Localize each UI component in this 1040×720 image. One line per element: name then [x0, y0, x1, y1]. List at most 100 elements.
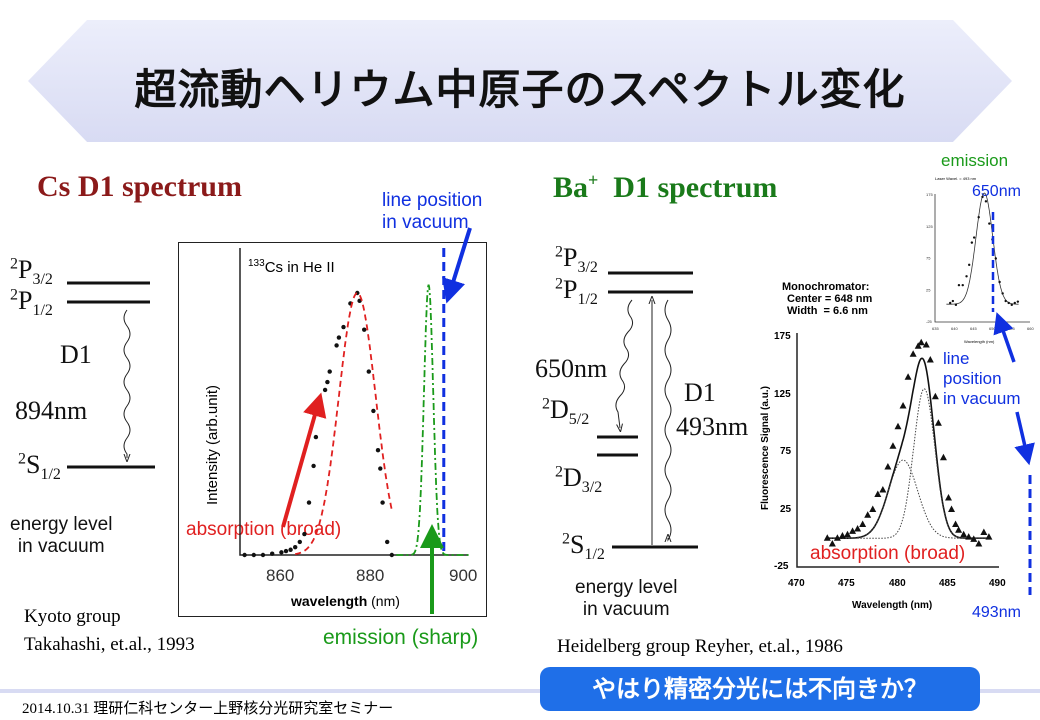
- footer-divider: [0, 689, 1040, 693]
- cs-wavelength-label: 894nm: [15, 396, 88, 425]
- slide-title: 超流動ヘリウム中原子のスペクトル変化: [134, 65, 906, 114]
- ba-data-point: [894, 422, 902, 430]
- cs-data-point: [270, 551, 275, 556]
- cs-data-point: [313, 434, 319, 440]
- callout-banner: やはり精密分光には不向きか？: [540, 667, 980, 711]
- cs-chart-frame: [178, 242, 487, 617]
- ba-data-point: [849, 527, 857, 534]
- ba-data-point: [934, 419, 942, 426]
- ba-x-tick: 490: [989, 578, 1006, 589]
- cs-data-point: [336, 335, 342, 340]
- cs-data-point: [389, 552, 394, 558]
- ba-493-label: 493nm: [676, 412, 749, 441]
- cs-energy-note: energy level in vacuum: [10, 514, 113, 557]
- cs-level-p32: 2P3/2: [10, 255, 53, 289]
- ba-data-point: [899, 402, 907, 409]
- ba-data-point: [838, 531, 846, 539]
- ba-credit: Heidelberg group Reyher, et.al., 1986: [557, 636, 843, 657]
- ba-line-position-label: line position in vacuum: [943, 349, 1021, 408]
- ba-transition-label: D1: [684, 378, 716, 407]
- ba-component-fit: [827, 388, 989, 539]
- footer-text: 2014.10.31 理研仁科センター上野核分光研究室セミナー: [22, 701, 394, 717]
- cs-x-tick: 900: [449, 566, 478, 585]
- inset-data-point: [981, 195, 984, 199]
- ba-data-point: [854, 525, 862, 532]
- ba-data-point: [985, 533, 993, 540]
- ba-data-point: [948, 505, 956, 512]
- ba-energy-note: energy level in vacuum: [575, 577, 678, 620]
- cs-vacuum-arrow: [442, 227, 472, 304]
- inset-data-point: [970, 241, 974, 244]
- ba-x-axis-label: Wavelength (nm): [852, 600, 933, 611]
- cs-data-point: [378, 466, 383, 471]
- ba-data-point: [859, 520, 867, 527]
- inset-data-point: [954, 303, 958, 307]
- ba-y-tick: -25: [774, 561, 789, 572]
- inset-data-point: [1016, 300, 1020, 303]
- inset-x-tick: 645: [970, 326, 977, 331]
- inset-data-point: [965, 275, 968, 278]
- inset-x-tick: 635: [932, 326, 939, 331]
- inset-data-point: [977, 216, 980, 219]
- title-banner: [28, 20, 1012, 142]
- ba-x-tick: 480: [889, 578, 906, 589]
- ba-x-tick: 470: [788, 578, 805, 589]
- ba-emission-label: emission: [941, 151, 1009, 170]
- ba-level-s12: 2S1/2: [562, 530, 605, 564]
- ba-wavy-650-arrow: [615, 299, 634, 428]
- ba-level-d52: 2D5/2: [542, 395, 590, 429]
- cs-data-point: [366, 369, 371, 374]
- ba-data-point: [823, 534, 831, 541]
- inset-data-point: [961, 283, 964, 287]
- ba-level-p12: 2P1/2: [555, 275, 598, 309]
- inset-data-point: [949, 301, 952, 305]
- ba-data-point: [965, 533, 973, 540]
- ba-data-point: [922, 341, 930, 348]
- inset-x-tick: 660: [1027, 326, 1034, 331]
- ba-vacuum-wl: 493nm: [972, 604, 1021, 621]
- inset-y-tick: 25: [926, 287, 931, 292]
- inset-y-tick: 75: [926, 256, 931, 261]
- inset-data-point: [988, 222, 991, 225]
- cs-data-point: [311, 463, 316, 469]
- ba-axes: [796, 333, 999, 568]
- cs-emission-label: emission (sharp): [323, 626, 479, 649]
- monochromator-note: Monochromator: Center = 648 nm Width = 6.6…: [782, 281, 873, 317]
- cs-data-point: [302, 531, 307, 537]
- ba-data-point: [909, 350, 917, 357]
- cs-data-point: [322, 387, 328, 393]
- cs-transition-label: D1: [60, 340, 92, 369]
- ba-data-point: [904, 373, 912, 380]
- cs-absorption-arrow: [281, 392, 327, 528]
- inset-y-tick: 125: [926, 224, 933, 229]
- inset-data-point: [972, 236, 976, 239]
- inset-fit: [946, 192, 1019, 305]
- cs-data-point: [283, 548, 289, 554]
- ba-data-point: [917, 338, 925, 346]
- cs-data-point: [327, 369, 332, 374]
- ba-y-tick: 75: [780, 446, 792, 457]
- cs-credit: Kyoto group Takahashi, et.al., 1993: [24, 606, 195, 655]
- ba-y-tick: 175: [774, 331, 791, 342]
- ba-level-d32: 2D3/2: [555, 463, 603, 497]
- ba-level-p32: 2P3/2: [555, 243, 598, 277]
- ba-data-point: [926, 356, 934, 363]
- inset-x-tick: 650: [989, 326, 996, 331]
- inset-data-point: [968, 263, 971, 267]
- inset-data-point: [994, 257, 997, 260]
- inset-y-tick: -25: [926, 319, 933, 324]
- cs-data-point: [306, 500, 312, 505]
- cs-x-axis-label: wavelength (nm): [291, 593, 400, 609]
- inset-data-point: [998, 280, 1001, 284]
- ba-data-point: [879, 485, 887, 493]
- inset-x-tick: 640: [951, 326, 958, 331]
- ba-heading: Ba+ D1 spectrum: [553, 170, 778, 204]
- inset-x-axis-label: Wavelength (nm): [964, 339, 995, 344]
- ba-total-fit: [827, 357, 989, 539]
- ba-data-point: [844, 530, 851, 538]
- cs-level-p12: 2P1/2: [10, 286, 53, 320]
- cs-data-point: [334, 343, 339, 348]
- ba-data-point: [833, 534, 841, 541]
- inset-data-point: [984, 200, 988, 203]
